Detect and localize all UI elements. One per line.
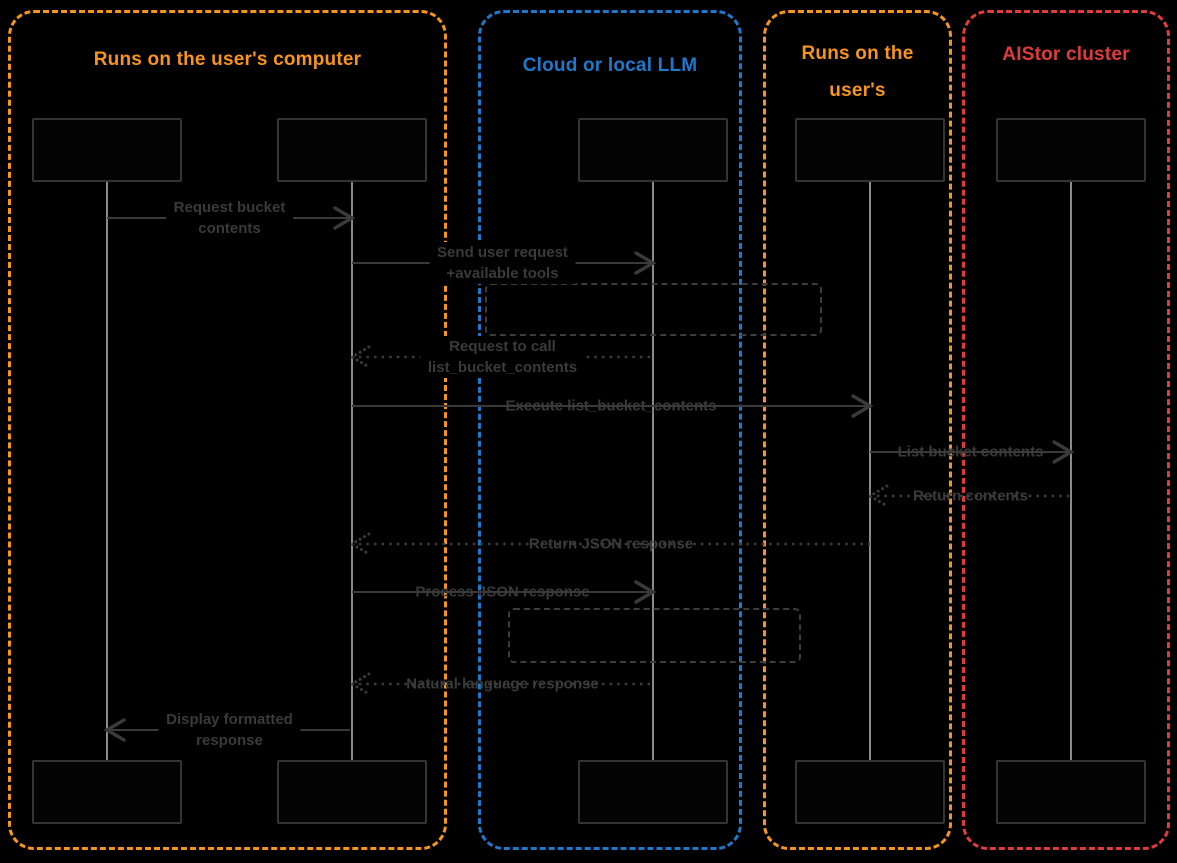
lifeline-client-app — [351, 182, 353, 760]
llm-processing-box-2 — [508, 608, 801, 663]
group-title-text: user's — [829, 80, 886, 101]
message-text: contents — [198, 220, 261, 237]
message-text: Request to call — [449, 338, 556, 355]
group-box-user-computer-left: Runs on the user's computer — [8, 10, 447, 850]
group-title-text: AIStor cluster — [1002, 44, 1130, 65]
arrowhead-right-icon — [634, 580, 656, 604]
message-text: Request bucket — [173, 199, 286, 216]
message-text: Execute list_bucket_contents — [505, 397, 717, 415]
message-label: Natural language response — [406, 674, 599, 695]
message-label: List bucket contents — [898, 442, 1044, 463]
group-title-llm: Cloud or local LLM — [481, 55, 739, 77]
actor-box-mcp-server-top — [795, 118, 945, 182]
group-title-aistor-cluster: AIStor cluster — [965, 44, 1167, 66]
message-line — [352, 405, 868, 407]
actor-box-user-bottom — [32, 760, 182, 824]
message-line-dotted — [358, 682, 653, 686]
message-line — [870, 451, 1069, 453]
message-label: Return JSON response — [529, 534, 693, 555]
actor-box-aistor-bottom — [996, 760, 1146, 824]
arrowhead-left-dotted-icon — [349, 672, 371, 696]
message-text: Natural language response — [406, 675, 599, 693]
message-text: List bucket contents — [897, 443, 1044, 461]
llm-processing-box-1 — [485, 283, 822, 336]
message-label: Display formatted response — [158, 709, 301, 751]
arrowhead-left-dotted-icon — [349, 532, 371, 556]
message-text: Process JSON response — [415, 583, 590, 601]
lifeline-llm — [652, 182, 654, 760]
group-title-text: Runs on the — [801, 43, 914, 64]
group-title-user-computer-left: Runs on the user's computer — [11, 49, 444, 71]
message-label: Request to call list_bucket_contents — [419, 336, 586, 378]
message-line-dotted — [876, 494, 1071, 498]
message-text: Display formatted — [166, 711, 293, 728]
group-title-text: Runs on the user's computer — [93, 49, 362, 70]
message-label: Execute list_bucket_contents — [506, 396, 717, 417]
message-label: Return contents — [913, 486, 1028, 507]
message-text: list_bucket_contents — [427, 359, 578, 376]
lifeline-user — [106, 182, 108, 760]
arrowhead-left-dotted-icon — [349, 345, 371, 369]
arrowhead-left-dotted-icon — [867, 484, 889, 508]
arrowhead-right-icon — [851, 394, 873, 418]
group-title-text: Cloud or local LLM — [522, 55, 698, 76]
message-line-dotted — [358, 355, 653, 359]
actor-box-client-app-bottom — [277, 760, 427, 824]
actor-box-llm-bottom — [578, 760, 728, 824]
arrowhead-left-icon — [104, 718, 126, 742]
actor-box-aistor-top — [996, 118, 1146, 182]
arrowhead-right-icon — [1052, 440, 1074, 464]
message-text: Return JSON response — [528, 535, 694, 553]
message-text: +available tools — [446, 265, 559, 282]
arrowhead-right-icon — [634, 251, 656, 275]
group-box-llm: Cloud or local LLM — [478, 10, 742, 850]
group-box-aistor-cluster: AIStor cluster — [962, 10, 1170, 850]
message-label: Request bucket contents — [165, 197, 294, 239]
message-line — [352, 591, 651, 593]
actor-box-client-app-top — [277, 118, 427, 182]
message-line-dotted — [358, 542, 870, 546]
actor-box-llm-top — [578, 118, 728, 182]
lifeline-mcp-server — [869, 182, 871, 760]
message-text: Send user request — [437, 244, 568, 261]
lifeline-aistor — [1070, 182, 1072, 760]
actor-box-user-top — [32, 118, 182, 182]
arrowhead-right-icon — [333, 206, 355, 230]
message-label: Send user request +available tools — [429, 242, 576, 284]
actor-box-mcp-server-bottom — [795, 760, 945, 824]
message-text: response — [196, 732, 263, 749]
message-label: Process JSON response — [415, 582, 589, 603]
message-text: Return contents — [912, 487, 1029, 505]
